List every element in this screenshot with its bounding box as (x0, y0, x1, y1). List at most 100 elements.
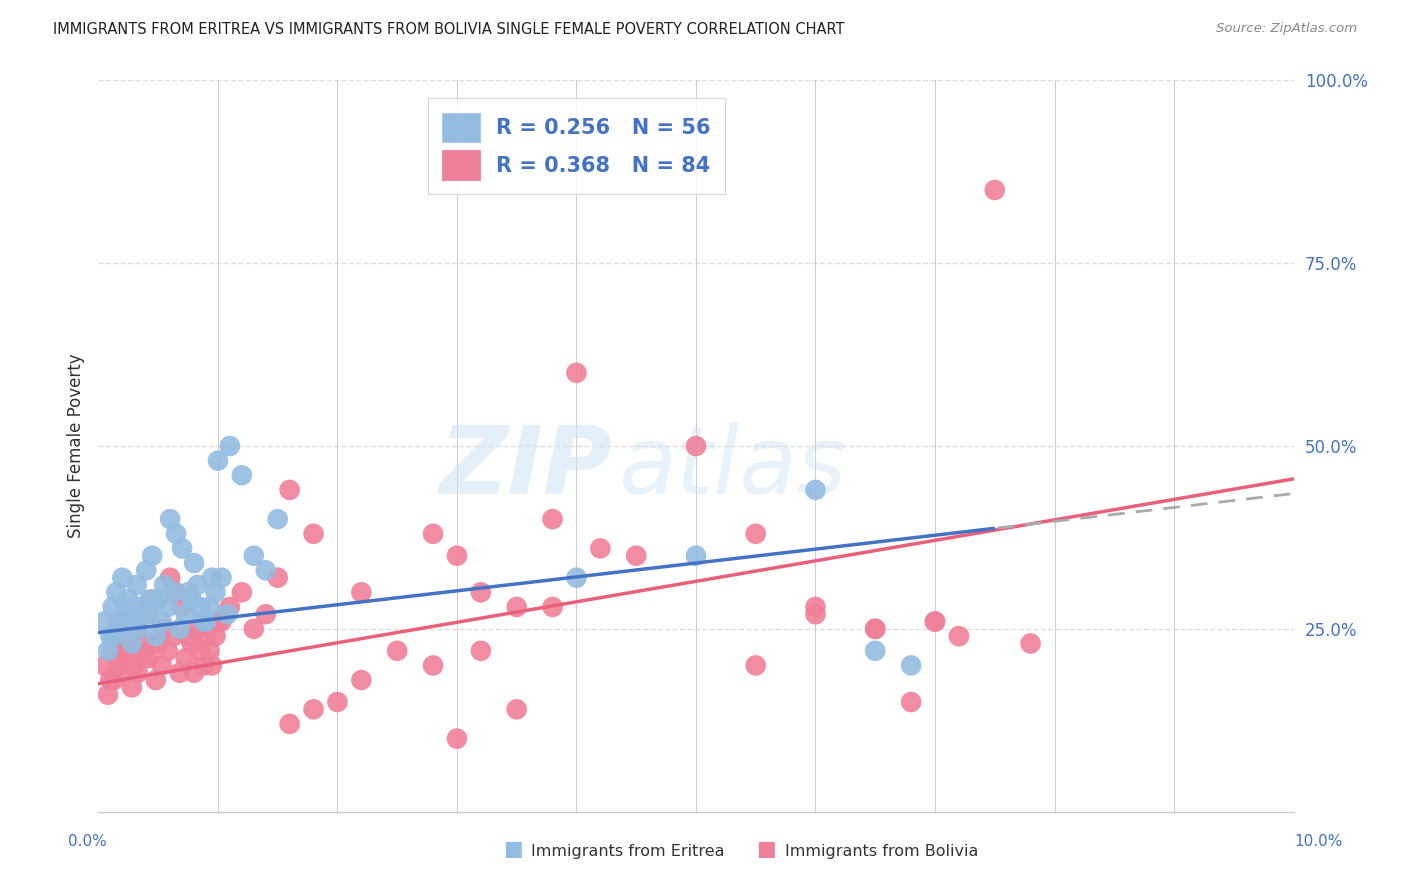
Point (187, 578, 209, 592)
Point (254, 563, 277, 577)
Point (193, 615, 215, 629)
Point (219, 439, 242, 453)
Text: ZIP: ZIP (440, 422, 613, 514)
Point (865, 644, 887, 658)
Point (626, 549, 648, 563)
Point (141, 592, 163, 607)
Point (156, 644, 179, 658)
Point (107, 658, 129, 673)
Point (174, 651, 197, 665)
Point (129, 599, 152, 614)
Point (98, 629, 122, 643)
Point (470, 585, 492, 599)
Point (124, 658, 146, 673)
Point (201, 571, 224, 585)
Point (183, 556, 205, 570)
Point (193, 658, 215, 673)
Point (135, 563, 157, 577)
Text: 10.0%: 10.0% (1295, 834, 1343, 848)
Point (172, 599, 194, 614)
Point (243, 622, 266, 636)
Point (127, 665, 149, 680)
Point (326, 695, 349, 709)
Point (231, 468, 253, 483)
Point (204, 629, 226, 643)
Point (124, 615, 146, 629)
Text: 0.0%: 0.0% (67, 834, 107, 848)
Point (127, 622, 149, 636)
Y-axis label: Single Female Poverty: Single Female Poverty (66, 354, 84, 538)
Point (93, 615, 115, 629)
Point (745, 526, 768, 541)
Point (93, 658, 115, 673)
Text: Source: ZipAtlas.com: Source: ZipAtlas.com (1216, 22, 1357, 36)
Point (132, 607, 155, 622)
Point (97, 644, 120, 658)
Point (107, 615, 129, 629)
Point (138, 607, 160, 622)
Point (422, 526, 444, 541)
Point (565, 366, 588, 380)
Point (145, 673, 167, 687)
Point (148, 636, 170, 650)
Point (148, 592, 170, 607)
Point (114, 651, 136, 665)
Point (111, 615, 134, 629)
Point (565, 571, 588, 585)
Point (804, 599, 827, 614)
Point (159, 571, 181, 585)
Point (195, 615, 218, 629)
Point (685, 549, 707, 563)
Point (254, 607, 277, 622)
Point (589, 541, 612, 556)
Point (141, 549, 163, 563)
Point (984, 183, 1007, 197)
Point (201, 658, 224, 673)
Point (105, 585, 128, 599)
Point (541, 512, 564, 526)
Point (159, 512, 181, 526)
Point (108, 665, 131, 680)
Text: Immigrants from Eritrea: Immigrants from Eritrea (531, 845, 725, 859)
Point (121, 636, 143, 650)
Point (865, 622, 887, 636)
Point (204, 585, 226, 599)
Point (267, 512, 290, 526)
Point (163, 585, 186, 599)
Point (117, 592, 139, 607)
Point (156, 599, 179, 614)
Point (135, 607, 157, 622)
Point (187, 622, 209, 636)
Point (470, 644, 492, 658)
Point (195, 629, 218, 643)
Point (103, 673, 125, 687)
Point (177, 585, 200, 599)
Point (117, 636, 139, 650)
Point (150, 615, 173, 629)
Point (97, 688, 120, 702)
Point (231, 585, 253, 599)
Text: IMMIGRANTS FROM ERITREA VS IMMIGRANTS FROM BOLIVIA SINGLE FEMALE POVERTY CORRELA: IMMIGRANTS FROM ERITREA VS IMMIGRANTS FR… (53, 22, 845, 37)
Point (103, 629, 125, 643)
Point (169, 622, 191, 636)
Point (114, 607, 136, 622)
Point (139, 592, 162, 607)
Point (207, 453, 229, 467)
Point (108, 622, 131, 636)
Point (153, 578, 176, 592)
Point (422, 658, 444, 673)
Point (98, 673, 122, 687)
Point (243, 549, 266, 563)
Point (446, 731, 468, 746)
Point (350, 585, 373, 599)
Point (198, 599, 221, 614)
Point (924, 615, 946, 629)
Point (101, 644, 124, 658)
Point (138, 651, 160, 665)
Point (1019, 636, 1042, 650)
Point (278, 717, 301, 731)
Point (150, 658, 173, 673)
Point (302, 702, 325, 716)
Point (114, 644, 136, 658)
Point (198, 644, 221, 658)
